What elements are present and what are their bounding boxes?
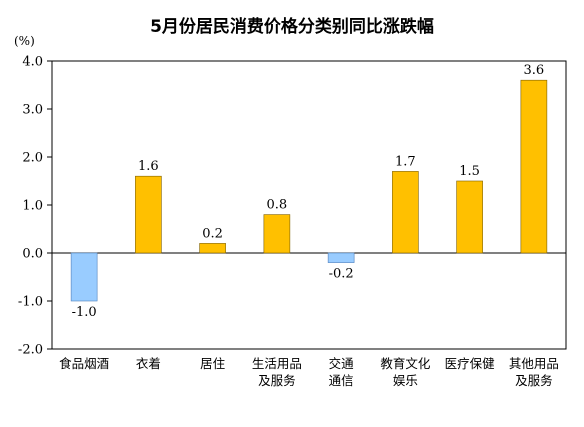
chart-title: 5月份居民消费价格分类别同比涨跌幅 (150, 17, 434, 37)
category-label: 生活用品 (252, 356, 302, 371)
category-label: 娱乐 (393, 373, 418, 388)
category-label: 教育文化 (380, 356, 431, 371)
y-tick-label: 3.0 (22, 103, 43, 118)
bar (327, 252, 355, 263)
category-label: 衣着 (136, 356, 161, 371)
bar-value-label: 1.5 (459, 164, 480, 179)
y-tick-label: 1.0 (22, 199, 43, 214)
category-label: 其他用品 (509, 356, 559, 371)
bar (456, 180, 483, 254)
category-label: 通信 (329, 373, 354, 388)
bar (135, 175, 162, 254)
category-label: 及服务 (258, 373, 296, 388)
category-label: 食品烟酒 (59, 356, 109, 371)
bar-value-label: 0.2 (202, 226, 223, 241)
bar-value-label: -0.2 (329, 267, 354, 282)
bar-value-label: 1.7 (395, 154, 416, 169)
bar-value-label: 1.6 (138, 159, 159, 174)
bar-value-label: 3.6 (524, 63, 545, 78)
bar (520, 79, 548, 254)
y-tick-label: -1.0 (18, 295, 43, 310)
category-label: 及服务 (515, 373, 553, 388)
y-unit-label: (%) (14, 34, 35, 48)
bar (199, 243, 226, 254)
y-tick-label: 0.0 (22, 247, 43, 262)
bar-value-label: -1.0 (72, 305, 97, 320)
y-tick-label: 4.0 (22, 55, 43, 70)
bar (263, 214, 291, 254)
category-label: 居住 (200, 356, 226, 371)
bar (392, 171, 419, 254)
category-label: 交通 (329, 356, 355, 371)
bar-value-label: 0.8 (267, 198, 288, 213)
bar (70, 252, 98, 302)
category-label: 医疗保健 (445, 356, 496, 371)
y-tick-label: 2.0 (22, 151, 43, 166)
plot-frame (51, 60, 567, 350)
y-tick-label: -2.0 (18, 343, 43, 358)
